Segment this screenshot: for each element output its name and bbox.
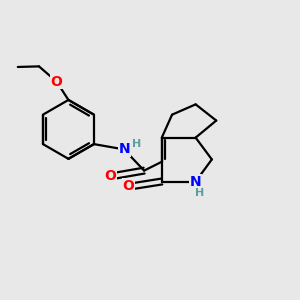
Text: H: H bbox=[132, 139, 141, 148]
Text: N: N bbox=[190, 175, 202, 188]
Text: O: O bbox=[51, 75, 63, 89]
Text: H: H bbox=[194, 188, 204, 198]
Text: O: O bbox=[123, 179, 134, 193]
Text: O: O bbox=[104, 169, 116, 183]
Text: N: N bbox=[118, 142, 130, 156]
